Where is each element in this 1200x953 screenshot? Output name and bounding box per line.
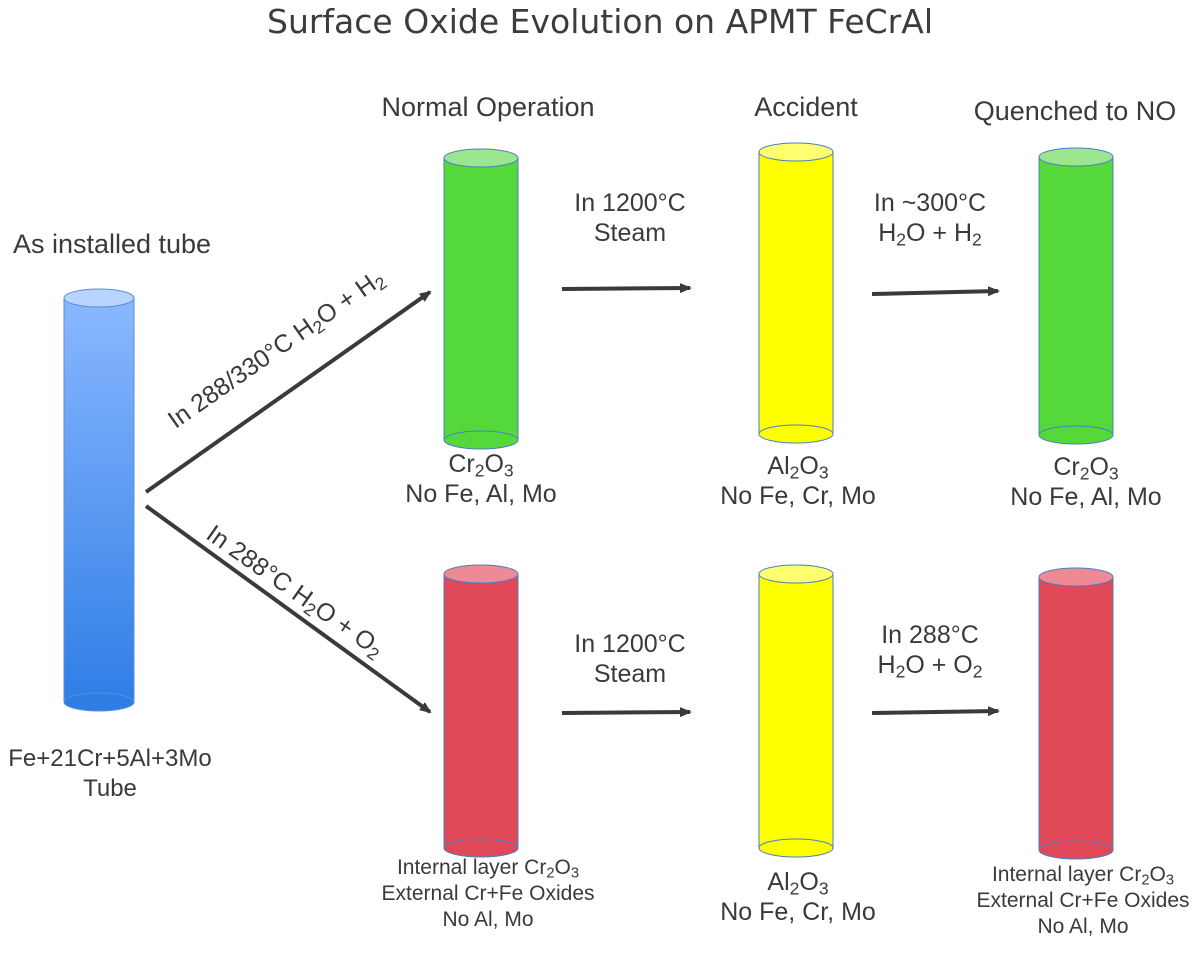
top-step2-line1: In ~300°C <box>873 189 987 217</box>
bottom-step2-line1: In 288°C <box>881 621 979 649</box>
arrow-installed-to-normal-o2 <box>144 504 432 714</box>
bottom-step2-line2: H2O + O2 <box>877 651 983 682</box>
diagram-title: Surface Oxide Evolution on APMT FeCrAl <box>267 2 933 41</box>
bottom-quenched-line3: No Al, Mo <box>1037 915 1129 938</box>
heading-as-installed: As installed tube <box>12 229 212 259</box>
top-quenched-oxide: Cr2O3 <box>1053 453 1119 484</box>
top-normal-note: No Fe, Al, Mo <box>405 480 557 508</box>
bottom-quenched-oxide-label: Internal layer Cr2O3 External Cr+Fe Oxid… <box>958 862 1200 940</box>
installed-composition: Fe+21Cr+5Al+3Mo <box>8 745 212 772</box>
installed-tube-word: Tube <box>83 775 137 802</box>
bottom-accident-oxide: Al2O3 <box>767 868 829 899</box>
bottom-quenched-line2: External Cr+Fe Oxides <box>976 889 1190 912</box>
top-accident-note: No Fe, Cr, Mo <box>720 482 876 510</box>
top-step1-label: In 1200°C Steam <box>540 188 720 248</box>
quenched-tube-green <box>1038 147 1114 445</box>
bottom-normal-line2: External Cr+Fe Oxides <box>381 882 595 905</box>
heading-quenched: Quenched to NO <box>973 96 1177 126</box>
quenched-tube-red <box>1038 567 1114 860</box>
arrow-top-normal-to-accident <box>561 283 692 294</box>
heading-normal-operation: Normal Operation <box>381 92 595 122</box>
accident-tube-yellow-top <box>758 142 834 444</box>
top-step1-line1: In 1200°C <box>574 189 686 217</box>
arrow-bottom-accident-to-quenched <box>871 706 1000 717</box>
top-accident-oxide: Al2O3 <box>767 452 829 483</box>
heading-accident: Accident <box>754 92 858 122</box>
bottom-step1-line1: In 1200°C <box>574 630 686 658</box>
bottom-accident-note: No Fe, Cr, Mo <box>720 898 876 926</box>
bottom-step2-label: In 288°C H2O + O2 <box>840 620 1020 680</box>
installed-tube-label: Fe+21Cr+5Al+3Mo Tube <box>0 744 220 804</box>
top-accident-oxide-label: Al2O3 No Fe, Cr, Mo <box>703 451 893 511</box>
top-normal-oxide: Cr2O3 <box>448 450 514 481</box>
top-quenched-oxide-label: Cr2O3 No Fe, Al, Mo <box>986 452 1186 512</box>
bottom-step1-label: In 1200°C Steam <box>540 629 720 689</box>
top-step2-label: In ~300°C H2O + H2 <box>840 188 1020 248</box>
top-step1-line2: Steam <box>593 219 667 247</box>
bottom-quenched-line1: Internal layer Cr2O3 <box>991 863 1175 889</box>
normal-op-tube-green <box>443 148 519 450</box>
arrow-top-accident-to-quenched <box>871 286 1000 297</box>
arrow-bottom-normal-to-accident <box>561 707 692 718</box>
installed-tube <box>63 288 135 712</box>
top-step2-line2: H2O + H2 <box>878 219 982 250</box>
bottom-step1-line2: Steam <box>593 660 667 688</box>
arrow-installed-to-normal-h2 <box>144 290 432 494</box>
bottom-accident-oxide-label: Al2O3 No Fe, Cr, Mo <box>703 867 893 927</box>
bottom-normal-line1: Internal layer Cr2O3 <box>396 856 580 882</box>
top-quenched-note: No Fe, Al, Mo <box>1010 483 1162 511</box>
accident-tube-yellow-bottom <box>758 564 834 858</box>
bottom-normal-oxide-label: Internal layer Cr2O3 External Cr+Fe Oxid… <box>363 855 613 933</box>
normal-op-tube-red <box>443 564 519 858</box>
top-normal-oxide-label: Cr2O3 No Fe, Al, Mo <box>381 449 581 509</box>
bottom-normal-line3: No Al, Mo <box>442 908 534 931</box>
